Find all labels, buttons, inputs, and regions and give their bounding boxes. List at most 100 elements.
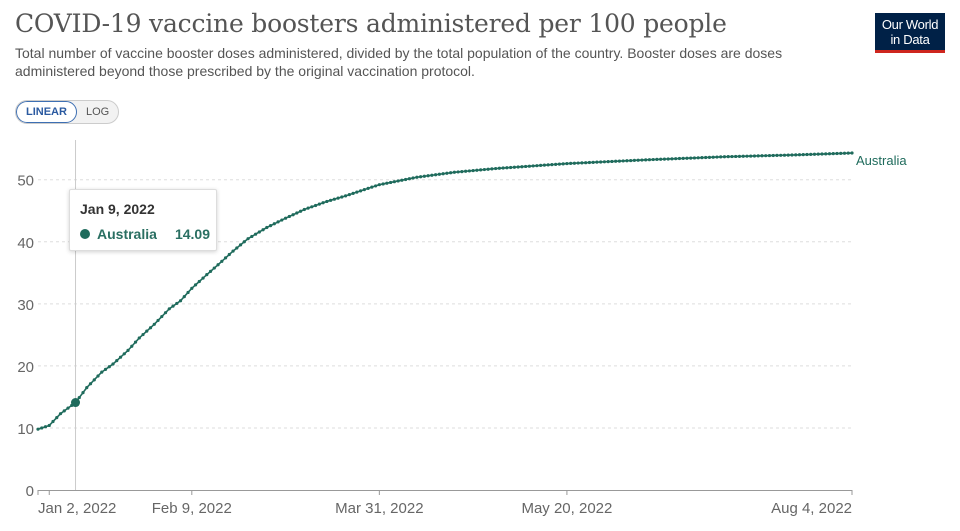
data-point bbox=[820, 152, 824, 156]
data-point bbox=[422, 174, 426, 178]
data-point bbox=[62, 409, 66, 413]
data-point bbox=[651, 157, 655, 162]
data-point bbox=[625, 159, 629, 163]
data-point bbox=[842, 151, 847, 155]
data-point bbox=[100, 370, 104, 374]
series-end-label: Australia bbox=[856, 153, 907, 168]
data-point bbox=[711, 155, 715, 159]
data-point bbox=[531, 164, 535, 168]
data-point bbox=[411, 176, 415, 180]
data-point bbox=[741, 154, 745, 158]
data-point bbox=[160, 314, 164, 319]
data-point bbox=[449, 171, 453, 175]
log-scale-button[interactable]: LOG bbox=[85, 106, 110, 118]
data-point bbox=[404, 177, 408, 182]
data-point bbox=[287, 214, 291, 219]
data-point bbox=[700, 156, 704, 160]
data-point bbox=[734, 154, 738, 159]
data-point bbox=[610, 159, 614, 164]
data-point bbox=[81, 390, 85, 395]
data-point bbox=[614, 159, 618, 163]
owid-logo[interactable]: Our World in Data bbox=[875, 13, 945, 53]
data-point bbox=[647, 158, 652, 162]
data-point bbox=[689, 156, 693, 160]
data-point bbox=[505, 166, 509, 170]
data-point bbox=[640, 158, 644, 162]
data-point bbox=[212, 266, 216, 270]
data-point bbox=[520, 165, 524, 169]
data-point bbox=[302, 207, 306, 212]
data-point bbox=[561, 162, 565, 166]
data-point bbox=[407, 177, 411, 181]
data-point bbox=[182, 294, 186, 299]
data-point bbox=[36, 427, 40, 431]
data-point bbox=[223, 256, 228, 260]
scale-toggle[interactable]: LINEAR LOG bbox=[15, 100, 120, 124]
data-point bbox=[704, 155, 708, 160]
data-point bbox=[47, 423, 51, 428]
data-point bbox=[396, 179, 400, 183]
data-point bbox=[51, 419, 55, 424]
y-tick-label: 50 bbox=[17, 173, 34, 190]
data-point bbox=[295, 211, 299, 215]
data-point bbox=[554, 162, 558, 166]
data-point bbox=[659, 157, 663, 161]
data-point bbox=[576, 161, 580, 165]
data-point bbox=[58, 412, 63, 416]
data-point bbox=[767, 153, 772, 158]
data-point bbox=[178, 299, 183, 303]
data-point bbox=[456, 170, 460, 174]
data-point bbox=[726, 155, 730, 159]
data-point bbox=[831, 152, 835, 156]
data-point bbox=[644, 158, 648, 162]
data-point bbox=[355, 190, 359, 194]
axes: 0 10 20 30 40 50 Jan 2, 2022 Feb 9, 2022 Mar 31,… bbox=[17, 173, 853, 517]
x-tick-label: Aug 4, 2022 bbox=[771, 500, 852, 517]
data-point bbox=[824, 152, 828, 156]
data-point bbox=[343, 194, 348, 198]
data-point bbox=[126, 348, 130, 352]
data-point bbox=[171, 304, 175, 308]
y-tick-label: 10 bbox=[17, 421, 34, 438]
data-point bbox=[580, 161, 584, 165]
data-point bbox=[467, 169, 471, 173]
data-point bbox=[122, 352, 126, 356]
tooltip-date: Jan 9, 2022 bbox=[80, 201, 155, 217]
data-point bbox=[193, 283, 198, 287]
data-point bbox=[175, 301, 179, 306]
linear-scale-button[interactable]: LINEAR bbox=[16, 101, 77, 123]
data-point bbox=[475, 168, 479, 172]
data-point bbox=[812, 152, 817, 156]
data-point bbox=[85, 386, 89, 390]
data-point bbox=[298, 209, 303, 213]
data-point bbox=[220, 259, 224, 263]
chart-subtitle: Total number of vaccine booster doses ad… bbox=[15, 45, 783, 79]
data-point bbox=[835, 151, 839, 156]
data-point bbox=[745, 154, 749, 158]
data-point bbox=[231, 249, 235, 253]
x-tick-label: Jan 2, 2022 bbox=[38, 500, 116, 517]
data-point bbox=[801, 153, 805, 157]
data-point bbox=[268, 224, 273, 228]
data-point bbox=[527, 164, 532, 168]
data-point bbox=[790, 153, 794, 157]
data-point bbox=[313, 203, 318, 208]
data-point bbox=[291, 213, 295, 217]
data-point bbox=[415, 175, 419, 179]
data-point bbox=[681, 156, 685, 160]
data-point bbox=[163, 311, 168, 315]
data-point bbox=[460, 169, 464, 174]
data-point bbox=[190, 286, 194, 290]
x-tick-label: Mar 31, 2022 bbox=[335, 500, 423, 517]
y-tick-label: 20 bbox=[17, 359, 34, 376]
tooltip-value: 14.09 bbox=[174, 226, 210, 242]
data-point bbox=[512, 165, 517, 169]
y-tick-label: 30 bbox=[17, 297, 34, 314]
data-point bbox=[509, 165, 513, 170]
data-point bbox=[389, 180, 393, 185]
data-point bbox=[565, 161, 569, 166]
data-point bbox=[677, 156, 682, 161]
data-point bbox=[265, 225, 269, 230]
data-point bbox=[426, 174, 430, 178]
